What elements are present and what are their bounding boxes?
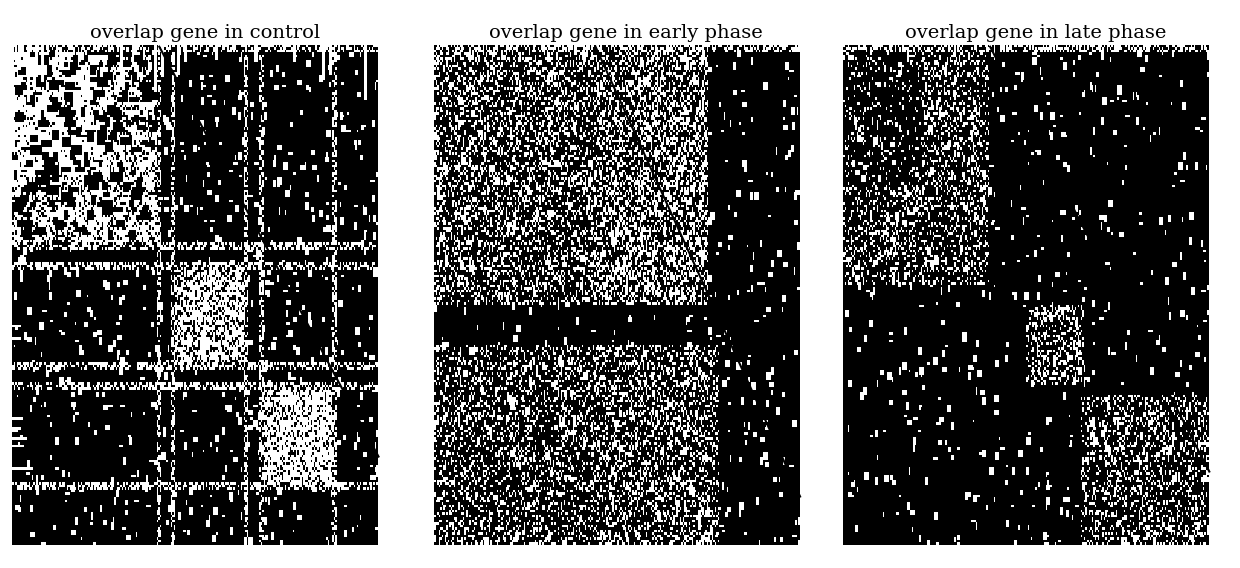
Title: overlap gene in early phase: overlap gene in early phase xyxy=(490,24,763,43)
Title: overlap gene in control: overlap gene in control xyxy=(89,24,320,43)
Title: overlap gene in late phase: overlap gene in late phase xyxy=(905,24,1166,43)
